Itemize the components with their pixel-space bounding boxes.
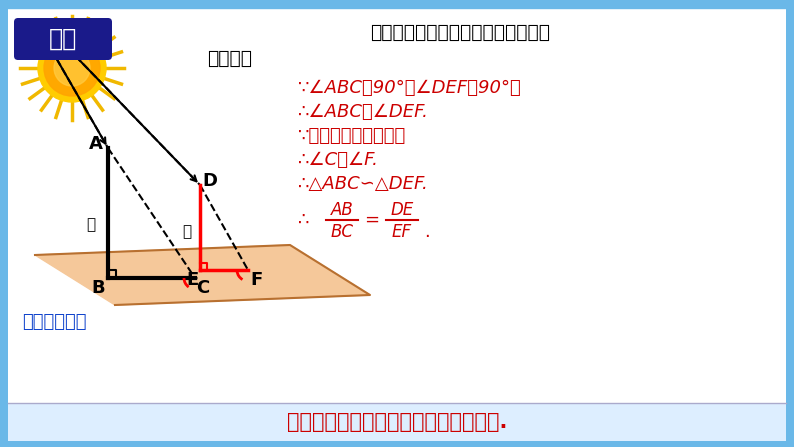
- Bar: [8, 8, 786, 403]
- Text: 同一时间、同一地点物高与影长成比例.: 同一时间、同一地点物高与影长成比例.: [287, 412, 507, 432]
- Circle shape: [54, 50, 90, 86]
- Text: DE: DE: [391, 201, 414, 219]
- Text: A: A: [89, 135, 103, 153]
- Text: E: E: [186, 271, 198, 289]
- Text: 在太阳光下，物体的高度与影长有什: 在太阳光下，物体的高度与影长有什: [370, 22, 550, 42]
- Text: 乙: 乙: [183, 224, 191, 240]
- Text: B: B: [91, 279, 105, 297]
- Text: D: D: [202, 172, 218, 190]
- Text: 么关系？: 么关系？: [207, 49, 252, 67]
- Text: 甲: 甲: [87, 218, 95, 232]
- Text: ∵∠ABC＝90°，∠DEF＝90°，: ∵∠ABC＝90°，∠DEF＝90°，: [298, 79, 522, 97]
- Polygon shape: [35, 245, 370, 305]
- Circle shape: [44, 40, 100, 96]
- Text: EF: EF: [392, 223, 412, 241]
- Text: ∴∠C＝∠F.: ∴∠C＝∠F.: [298, 151, 379, 169]
- Text: 探究: 探究: [49, 27, 77, 51]
- Text: =: =: [364, 211, 380, 229]
- Circle shape: [38, 34, 106, 102]
- Text: AB: AB: [330, 201, 353, 219]
- Text: .: .: [424, 223, 430, 241]
- Text: ∴△ABC∽△DEF.: ∴△ABC∽△DEF.: [298, 175, 429, 193]
- Text: F: F: [251, 271, 263, 289]
- Text: C: C: [196, 279, 210, 297]
- FancyBboxPatch shape: [14, 18, 112, 60]
- Text: 尝试画出影子: 尝试画出影子: [22, 313, 87, 331]
- Text: ∴∠ABC＝∠DEF.: ∴∠ABC＝∠DEF.: [298, 103, 429, 121]
- Text: BC: BC: [330, 223, 353, 241]
- Text: ∴: ∴: [298, 211, 310, 229]
- Text: ∵太阳光线是平行的，: ∵太阳光线是平行的，: [298, 127, 407, 145]
- Bar: [8, 403, 786, 441]
